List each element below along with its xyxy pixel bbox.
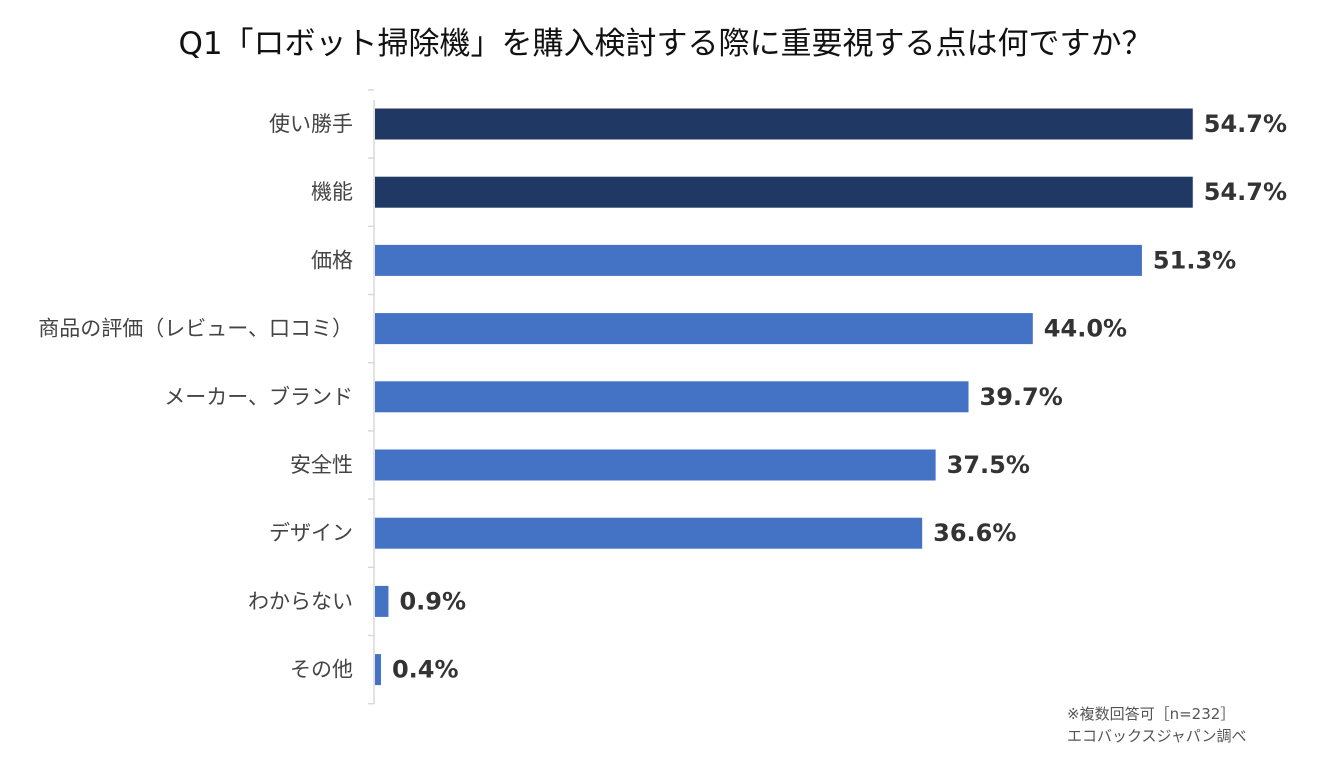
data-label: 36.6% <box>933 519 1016 547</box>
bar <box>375 449 936 481</box>
data-label: 0.4% <box>392 656 459 684</box>
category-label: 機能 <box>311 180 353 204</box>
category-label: 価格 <box>311 248 353 272</box>
bar <box>375 244 1142 276</box>
data-label: 51.3% <box>1153 246 1236 274</box>
data-label: 54.7% <box>1204 110 1287 138</box>
bar <box>375 517 923 549</box>
bar <box>375 108 1193 140</box>
category-label: デザイン <box>269 521 353 545</box>
data-label: 44.0% <box>1044 315 1127 343</box>
category-label: 商品の評価（レビュー、口コミ） <box>38 317 353 341</box>
bar <box>375 654 381 686</box>
bar <box>375 176 1193 208</box>
category-label: メーカー、ブランド <box>164 385 353 409</box>
footnote-multiple-answers: ※複数回答可［n=232］ <box>1067 705 1236 723</box>
footnote-source: エコバックスジャパン調べ <box>1067 727 1247 745</box>
data-label: 39.7% <box>980 383 1063 411</box>
category-label: わからない <box>248 589 353 613</box>
category-label: 使い勝手 <box>269 112 353 136</box>
data-label: 0.9% <box>399 587 466 615</box>
bar <box>375 381 969 413</box>
chart-title: Q1「ロボット掃除機」を購入検討する際に重要視する点は何ですか？ <box>178 26 1153 62</box>
category-label: 安全性 <box>290 453 353 477</box>
data-label: 54.7% <box>1204 178 1287 206</box>
bar <box>375 585 389 617</box>
data-label: 37.5% <box>947 451 1030 479</box>
category-label: その他 <box>290 658 353 682</box>
bar <box>375 313 1033 345</box>
